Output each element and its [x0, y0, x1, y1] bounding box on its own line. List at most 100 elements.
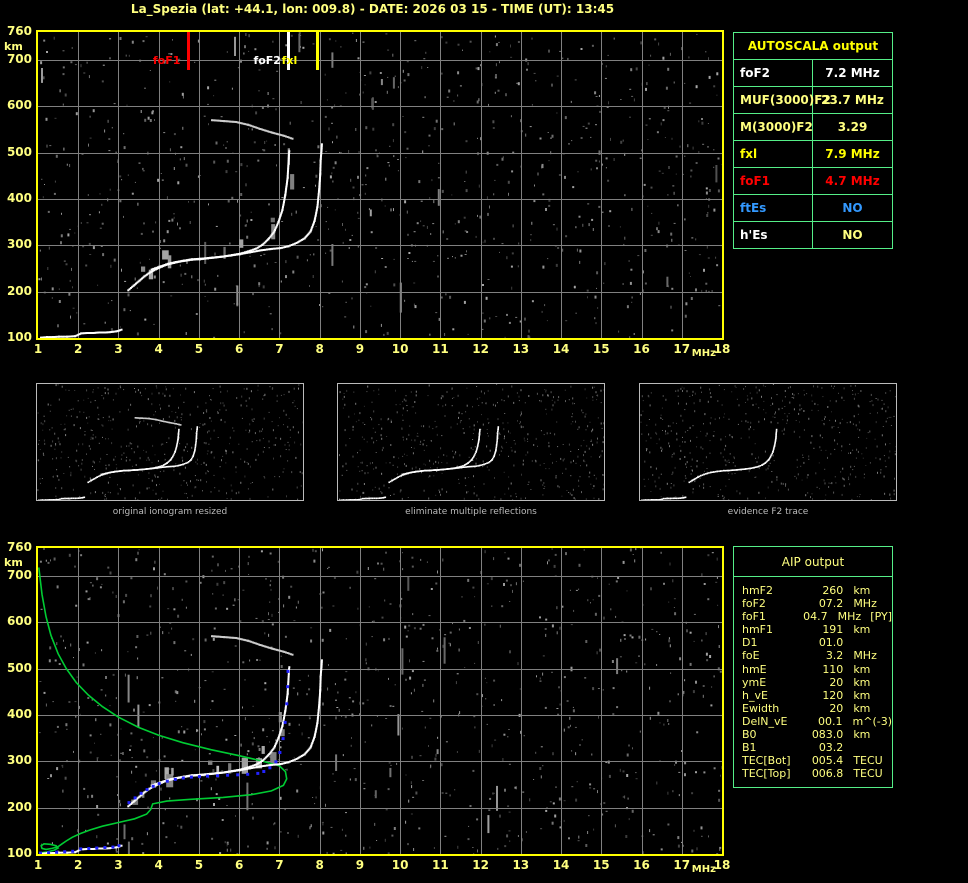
y-axis-tick: 300	[6, 753, 32, 768]
aip-param-name: hmF1	[742, 623, 774, 637]
thumbnail-canvas	[339, 384, 604, 500]
x-axis-tick: 9	[355, 858, 365, 872]
marker-label-foF2: foF2	[253, 54, 281, 67]
y-axis-tick: 700	[6, 567, 32, 582]
aip-param-value: 191	[822, 623, 844, 637]
x-axis-tick: 1	[33, 342, 43, 356]
aip-param-unit: m^(-3)	[852, 714, 892, 728]
aip-param-extra: [PY]	[870, 610, 892, 624]
autoscala-row: h'Es NO	[734, 222, 892, 248]
aip-row: B0 083.0 km	[742, 728, 892, 741]
aip-fitted-trace	[39, 669, 290, 854]
y-axis-tick: 400	[6, 190, 32, 205]
aip-param-value: 005.4	[811, 754, 844, 768]
aip-param-value: 20	[829, 675, 844, 689]
y-axis-tick: 600	[6, 614, 32, 629]
aip-param-unit	[853, 741, 892, 754]
x-axis-tick: 18	[713, 858, 731, 872]
echo-clutter	[141, 148, 295, 280]
thumbnail-canvas	[640, 384, 896, 500]
y-axis-tick: 100	[6, 846, 32, 860]
thumbnail-panel	[337, 383, 605, 501]
x-axis-tick: 11	[431, 858, 449, 872]
x-axis-tick: 16	[633, 858, 650, 872]
y-axis-tick: 500	[6, 660, 32, 675]
x-axis-tick: 17	[673, 342, 691, 356]
x-axis-tick: 9	[355, 342, 365, 356]
aip-param-name: ymE	[742, 675, 767, 689]
aip-param-unit: TECU	[853, 754, 883, 768]
autoscala-param-name: fxl	[734, 141, 813, 167]
x-axis-tick: 6	[234, 342, 244, 356]
aip-param-name: D1	[742, 636, 758, 650]
aip-param-unit: km	[853, 675, 871, 689]
echo-clutter	[131, 712, 285, 805]
x-axis-tick: 1	[33, 858, 43, 872]
aip-param-value: 120	[822, 688, 844, 702]
aip-ionogram-panel	[36, 546, 724, 856]
autoscala-param-name: ftEs	[734, 195, 813, 221]
aip-param-name: h_vE	[742, 688, 768, 702]
ionogram-trace	[40, 635, 323, 854]
autoscala-param-value: 4.7 MHz	[825, 174, 880, 188]
aip-row: hmE 110 km	[742, 663, 892, 676]
x-axis-tick: 3	[114, 342, 123, 356]
autoscala-title: AUTOSCALA output	[734, 33, 892, 60]
x-axis-tick: 17	[673, 858, 691, 872]
x-axis-tick: 14	[552, 342, 570, 356]
aip-row: hmF1 191 km	[742, 623, 892, 636]
x-axis-tick: 18	[713, 342, 731, 356]
aip-row: D1 01.0	[742, 636, 892, 649]
x-axis-tick: 8	[315, 342, 324, 356]
aip-row: foE 3.2 MHz	[742, 649, 892, 662]
x-axis-tick: 15	[592, 342, 610, 356]
x-axis-tick: 11	[431, 342, 449, 356]
aip-param-value: 083.0	[811, 728, 844, 742]
aip-param-value: 20	[829, 701, 844, 715]
aip-param-value: 3.2	[825, 649, 844, 663]
aip-param-unit: km	[853, 584, 871, 597]
aip-param-unit: MHz	[853, 597, 877, 611]
aip-param-name: B1	[742, 741, 757, 755]
thumbnail-caption: evidence F2 trace	[727, 507, 809, 517]
x-axis-tick: 4	[154, 858, 163, 872]
autoscala-param-value: NO	[842, 201, 863, 215]
autoscala-param-name: MUF(3000)F2	[734, 87, 831, 113]
autoscala-param-name: M(3000)F2	[734, 114, 813, 140]
aip-param-name: foF1	[742, 610, 766, 624]
thumbnail-canvas	[37, 384, 303, 500]
ionogram-canvas	[38, 32, 722, 338]
autoscala-row: MUF(3000)F2 23.7 MHz	[734, 87, 892, 114]
x-axis-tick: 12	[472, 342, 489, 356]
x-axis-tick: 7	[275, 342, 284, 356]
aip-param-name: B0	[742, 728, 757, 742]
y-axis-tick: 500	[6, 144, 32, 159]
aip-row: h_vE 120 km	[742, 689, 892, 702]
x-axis-tick: 16	[633, 342, 650, 356]
x-axis-tick: 5	[194, 858, 204, 872]
aip-row: foF1 04.7 MHz [PY]	[742, 610, 892, 623]
x-axis-unit-label: MHz	[691, 348, 716, 359]
aip-row: Ewidth 20 km	[742, 702, 892, 715]
y-axis-tick: 200	[6, 799, 32, 814]
electron-density-profile	[38, 567, 288, 854]
autoscala-row: foF1 4.7 MHz	[734, 168, 892, 195]
ionogram-canvas	[38, 548, 722, 854]
marker-bar-foF1	[187, 32, 190, 70]
aip-output-table: AIP output hmF2 260 km foF2 07.2 MHz foF1 04.7 M…	[733, 546, 893, 789]
autoscala-row: M(3000)F2 3.29	[734, 114, 892, 141]
main-ionogram-panel: foF1 foF2 fxl	[36, 30, 724, 340]
x-axis-tick: 15	[592, 858, 610, 872]
x-axis-tick: 8	[315, 858, 324, 872]
y-axis-tick: 600	[6, 98, 32, 113]
aip-param-unit: km	[853, 623, 871, 637]
autoscala-param-name: h'Es	[734, 222, 813, 248]
marker-label-foF1: foF1	[152, 54, 181, 67]
aip-param-name: hmE	[742, 662, 767, 676]
thumbnail-caption: original ionogram resized	[112, 507, 228, 517]
x-axis-tick: 2	[74, 342, 83, 356]
aip-param-unit: TECU	[853, 767, 883, 781]
x-axis-tick: 6	[234, 858, 244, 872]
aip-param-unit: MHz	[837, 610, 862, 624]
x-axis-unit-label: MHz	[691, 864, 716, 875]
